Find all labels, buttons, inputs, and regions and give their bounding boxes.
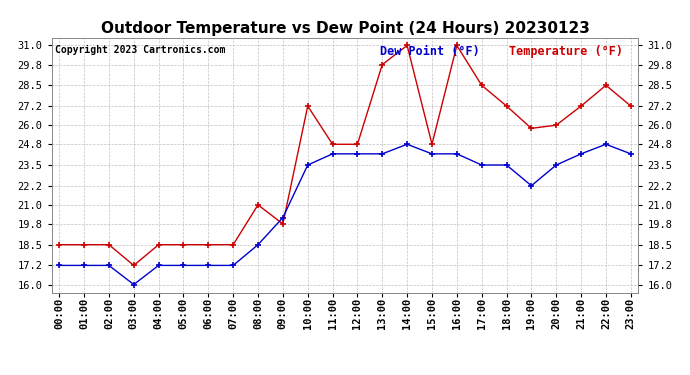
Title: Outdoor Temperature vs Dew Point (24 Hours) 20230123: Outdoor Temperature vs Dew Point (24 Hou…: [101, 21, 589, 36]
Text: Temperature (°F): Temperature (°F): [509, 45, 623, 58]
Text: Dew Point (°F): Dew Point (°F): [380, 45, 480, 58]
Text: Copyright 2023 Cartronics.com: Copyright 2023 Cartronics.com: [55, 45, 225, 55]
